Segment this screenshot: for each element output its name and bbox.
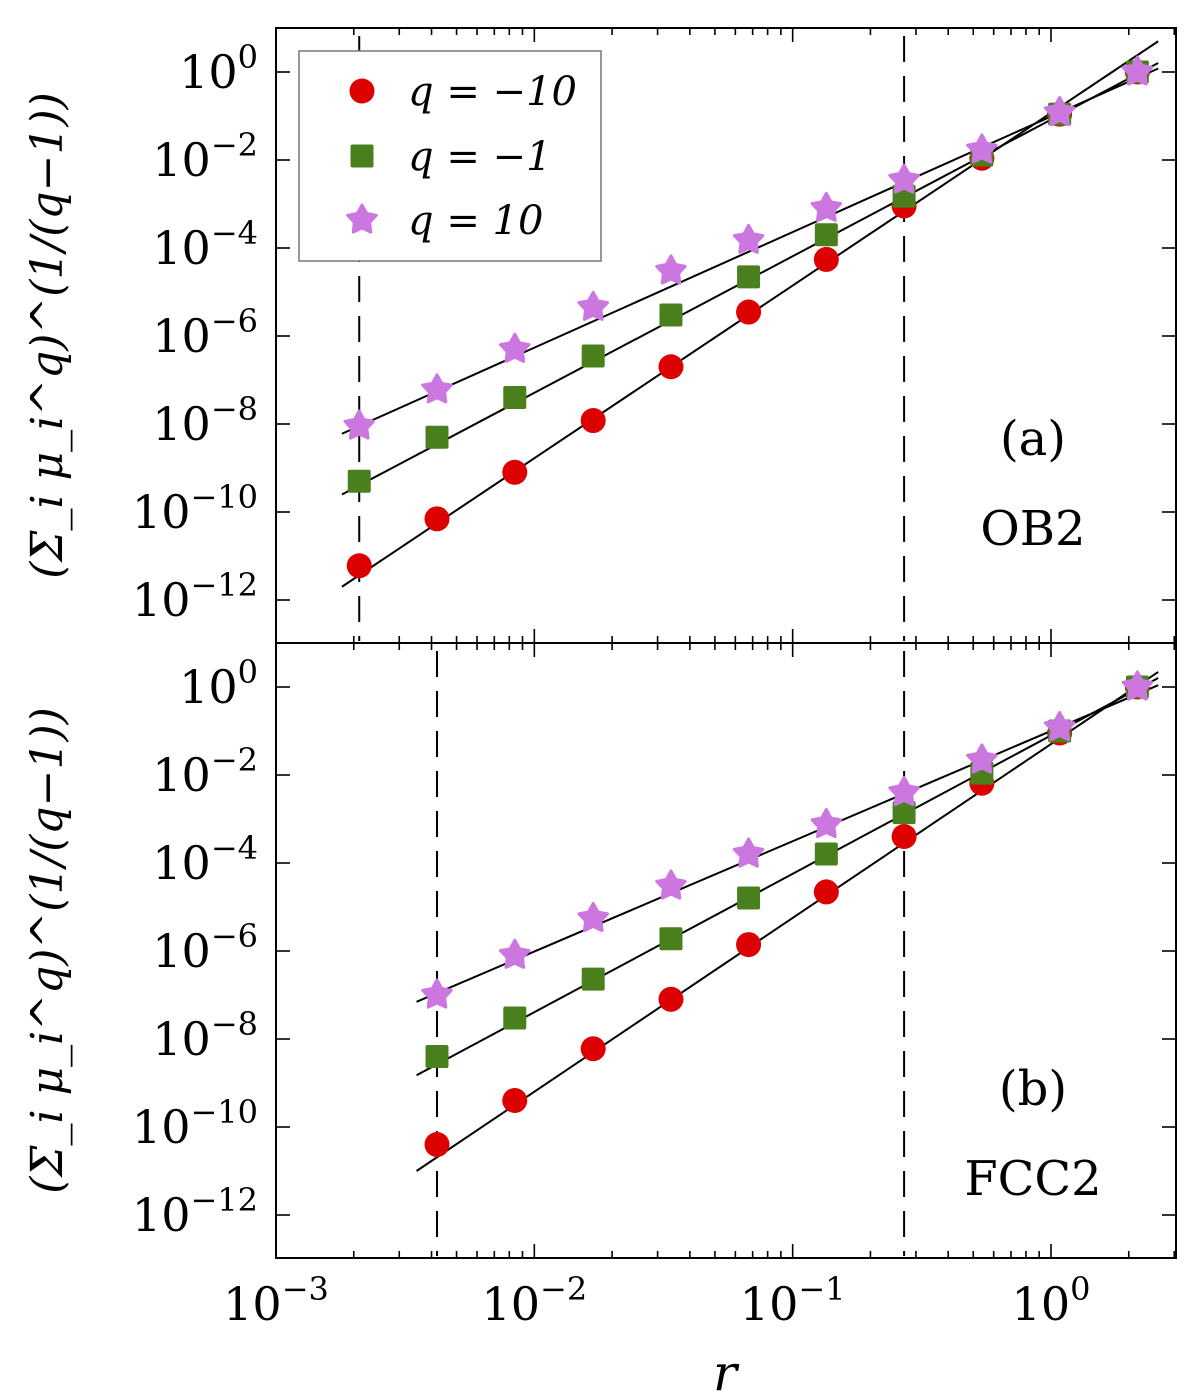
y-tick-label: 10−6 (152, 302, 258, 363)
data-point (888, 776, 920, 807)
data-point (424, 506, 450, 532)
data-point (732, 837, 765, 868)
data-point (1043, 711, 1076, 742)
data-point (421, 373, 453, 404)
y-tick-label: 10−10 (132, 1093, 258, 1154)
x-tick-label: 10−1 (740, 1270, 846, 1331)
data-point (424, 1132, 450, 1158)
panel-name: OB2 (980, 501, 1085, 557)
legend-marker (349, 78, 375, 104)
panel-name: FCC2 (964, 1151, 1101, 1207)
data-point (655, 254, 687, 285)
x-tick-label: 100 (1012, 1270, 1091, 1331)
data-point (421, 978, 453, 1009)
data-point (658, 354, 684, 380)
x-tick-label: 10−2 (481, 1270, 587, 1331)
y-tick-label: 10−6 (152, 917, 258, 978)
panel-b: 100 10−2 10−4 10−6 10−8 10−10 10−12 (b) FCC2 (132, 642, 1177, 1259)
y-tick-label: 100 (179, 38, 258, 99)
fit-line (341, 67, 1159, 435)
legend-box (298, 50, 602, 262)
panel-tag: (a) (1000, 411, 1066, 467)
fit-line (416, 677, 1159, 1077)
x-axis-label: r (713, 1344, 740, 1400)
data-point (659, 927, 683, 951)
y-tick-label: 10−10 (132, 478, 258, 539)
data-point (502, 1088, 528, 1114)
data-point (658, 986, 684, 1012)
data-point (425, 425, 449, 449)
data-point (499, 938, 531, 969)
data-point (577, 901, 609, 933)
data-point (892, 801, 916, 825)
data-point (737, 886, 761, 910)
x-tick-label: 10−3 (223, 1270, 329, 1331)
data-point (813, 246, 839, 272)
y-tick-label: 10−8 (152, 1005, 258, 1066)
data-point (810, 191, 843, 222)
data-point (499, 332, 531, 363)
data-point (888, 163, 920, 194)
data-point (577, 290, 609, 321)
data-point (810, 808, 843, 839)
data-point (346, 553, 372, 579)
y-tick-label: 10−2 (152, 126, 258, 187)
y-tick-label: 10−8 (152, 390, 258, 451)
data-point (580, 408, 606, 434)
data-point (659, 303, 683, 327)
panel-a: 100 10−2 10−4 10−6 10−8 10−10 10−12 (a) OB2 (132, 27, 1177, 644)
data-point (1121, 55, 1154, 86)
y-tick-label: 10−4 (152, 214, 258, 275)
data-point (503, 386, 527, 410)
fit-line (415, 671, 1159, 1172)
data-point (503, 1006, 527, 1030)
data-point (732, 223, 765, 254)
y-axis-labels: (Σ_i μ_i^q)^(1/(q−1)) (Σ_i μ_i^q)^(1/(q−1… (22, 92, 73, 1194)
data-point (966, 133, 998, 164)
data-point (813, 879, 839, 905)
y-tick-label: 10−2 (152, 741, 258, 802)
data-point (581, 967, 605, 991)
legend: q = −10 q = −1 q = 10 (298, 50, 602, 262)
data-point (347, 469, 371, 493)
data-point (502, 459, 528, 485)
data-point (966, 743, 998, 774)
data-point (736, 299, 762, 325)
data-point (891, 824, 917, 850)
data-point (343, 409, 375, 440)
y-tick-label: 10−12 (132, 1181, 258, 1242)
legend-marker (346, 203, 378, 234)
y-axis-label: (Σ_i μ_i^q)^(1/(q−1)) (22, 92, 73, 579)
legend-label: q = −1 (408, 134, 552, 180)
data-point (737, 265, 761, 289)
legend-marker (350, 144, 374, 168)
legend-label: q = −10 (408, 69, 577, 115)
data-point (655, 869, 687, 900)
data-point (814, 842, 838, 866)
data-point (736, 932, 762, 958)
data-point (1043, 96, 1076, 127)
data-point (425, 1045, 449, 1069)
data-point (814, 223, 838, 247)
y-tick-label: 100 (179, 653, 258, 714)
data-point (581, 344, 605, 368)
panel-tag: (b) (999, 1061, 1067, 1117)
fit-line (416, 684, 1159, 1003)
data-point (1121, 670, 1154, 701)
y-axis-label: (Σ_i μ_i^q)^(1/(q−1)) (22, 707, 73, 1194)
y-tick-label: 10−12 (132, 566, 258, 627)
data-point (580, 1036, 606, 1062)
legend-label: q = 10 (408, 198, 543, 244)
y-tick-label: 10−4 (152, 829, 258, 890)
